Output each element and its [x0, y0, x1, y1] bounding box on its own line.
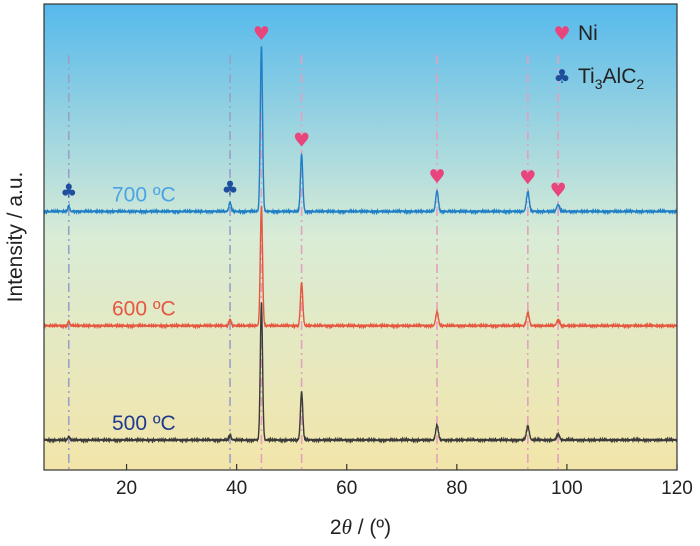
x-tick-label-0: 20 [116, 478, 137, 499]
x-tick-label-2: 60 [336, 478, 357, 499]
club-marker-0: ♣ [60, 181, 77, 203]
heart-marker-4: ♥ [428, 166, 445, 188]
series-label-2: 500 ºC [112, 412, 176, 435]
series-group [43, 46, 678, 444]
legend-heart-icon: ♥ [553, 23, 570, 45]
plot-frame [43, 3, 678, 471]
x-ticks: 20 40 60 80 100 120 [116, 464, 693, 499]
legend: ♥ Ni ♣ Ti3AlC2 [553, 22, 644, 92]
x-tick-label-5: 120 [661, 478, 693, 499]
heart-marker-6: ♥ [550, 180, 567, 202]
legend-label-ti3alc2: Ti3AlC2 [578, 65, 644, 92]
legend-label-ni: Ni [578, 22, 598, 45]
series-line-1 [43, 205, 678, 330]
heart-marker-3: ♥ [293, 129, 310, 151]
series-label-0: 700 ºC [112, 183, 176, 206]
series-line-0 [43, 46, 678, 216]
peak-markers: ♣ ♣ ♥ ♥ ♥ ♥ ♥ [60, 23, 566, 203]
reference-lines [67, 55, 559, 470]
x-axis-label: 2θ / (º) [330, 515, 391, 539]
y-axis-label: Intensity / a.u. [4, 172, 27, 303]
x-tick-label-1: 40 [226, 478, 247, 499]
series-line-2 [43, 302, 678, 444]
legend-club-icon: ♣ [553, 66, 570, 88]
series-labels: 700 ºC 600 ºC 500 ºC [112, 183, 176, 435]
x-tick-label-4: 100 [551, 478, 583, 499]
plot-background [44, 4, 677, 470]
heart-marker-2: ♥ [253, 23, 270, 45]
club-marker-1: ♣ [222, 177, 239, 199]
series-label-1: 600 ºC [112, 298, 176, 321]
heart-marker-5: ♥ [519, 167, 536, 189]
x-tick-label-3: 80 [446, 478, 467, 499]
